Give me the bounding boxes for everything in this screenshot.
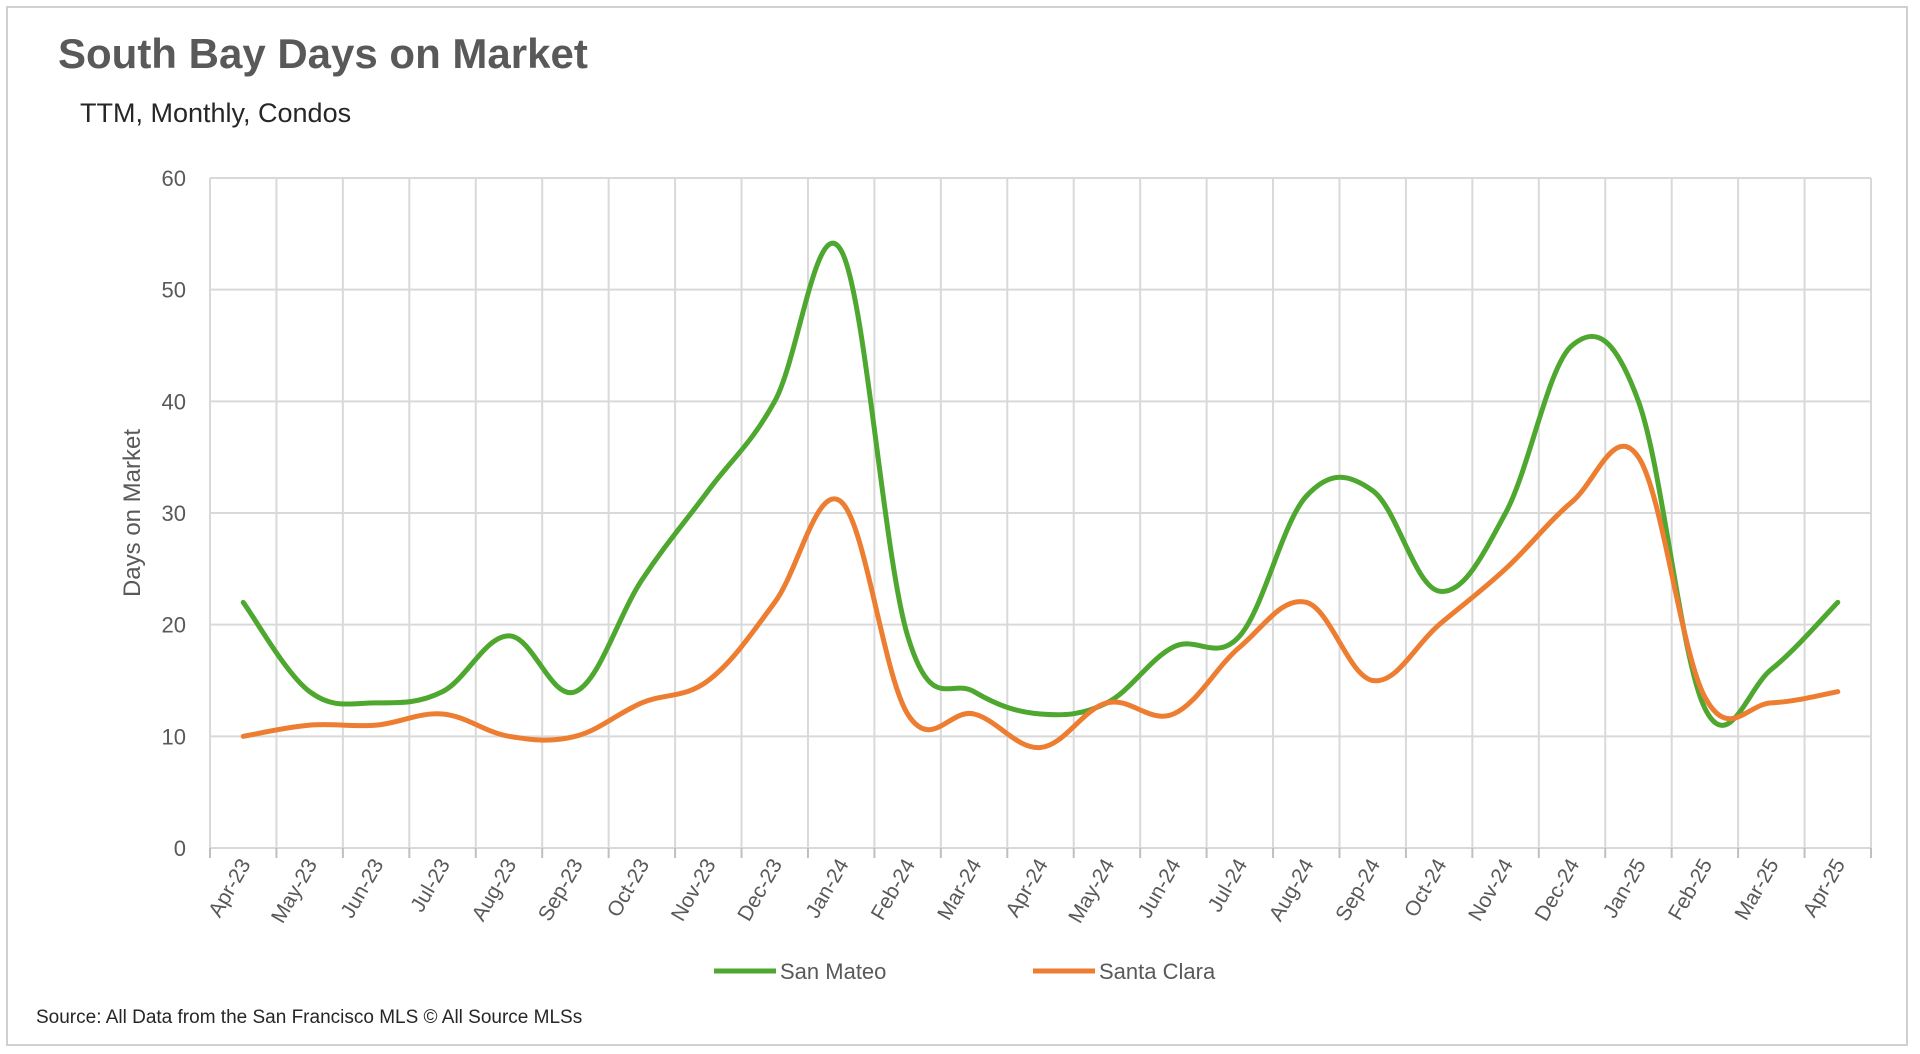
y-tick-label: 60: [162, 166, 186, 191]
x-tick-label: Aug-23: [468, 855, 522, 925]
x-tick-label: Oct-24: [1400, 855, 1452, 921]
x-tick-label: Mar-24: [933, 855, 986, 924]
x-tick-label: Jul-24: [1204, 855, 1253, 916]
x-tick-label: Nov-23: [667, 855, 721, 925]
x-tick-label: Apr-23: [204, 855, 255, 921]
series-line-san-mateo: [240, 240, 1841, 728]
chart-title: South Bay Days on Market: [58, 30, 588, 77]
x-tick-label: Dec-23: [733, 855, 787, 925]
x-tick-label: Apr-25: [1799, 855, 1850, 921]
x-tick-label: Jul-23: [406, 855, 455, 916]
x-tick-label: May-24: [1064, 855, 1119, 927]
y-tick-label: 40: [162, 389, 186, 414]
source-note: Source: All Data from the San Francisco …: [36, 1007, 583, 1028]
y-axis-title: Days on Market: [119, 429, 146, 597]
x-tick-label: Aug-24: [1265, 855, 1319, 925]
x-tick-label: Jan-24: [801, 855, 853, 922]
x-tick-label: Feb-25: [1664, 855, 1717, 924]
legend-label-san-mateo: San Mateo: [780, 959, 886, 984]
x-tick-label: Feb-24: [867, 855, 920, 924]
y-tick-label: 20: [162, 613, 186, 638]
chart-frame: [6, 6, 1908, 1046]
x-tick-label: Sep-23: [534, 855, 588, 925]
x-tick-label: Mar-25: [1730, 855, 1783, 924]
x-tick-label: Dec-24: [1531, 855, 1585, 925]
x-tick-label: Apr-24: [1001, 855, 1053, 921]
y-tick-label: 50: [162, 278, 186, 303]
x-tick-label: Jun-23: [336, 855, 388, 922]
legend-label-santa-clara: Santa Clara: [1099, 959, 1216, 984]
chart-subtitle: TTM, Monthly, Condos: [80, 98, 352, 128]
x-tick-label: Jun-24: [1134, 855, 1186, 922]
x-tick-label: Oct-23: [603, 855, 654, 921]
x-tick-label: Nov-24: [1464, 855, 1518, 925]
x-tick-label: May-23: [267, 855, 322, 927]
y-tick-label: 0: [174, 836, 186, 861]
series-line-santa-clara: [240, 443, 1841, 751]
x-tick-label: Jan-25: [1599, 855, 1651, 922]
y-tick-label: 30: [162, 501, 186, 526]
x-tick-label: Sep-24: [1331, 855, 1385, 925]
y-tick-label: 10: [162, 724, 186, 749]
